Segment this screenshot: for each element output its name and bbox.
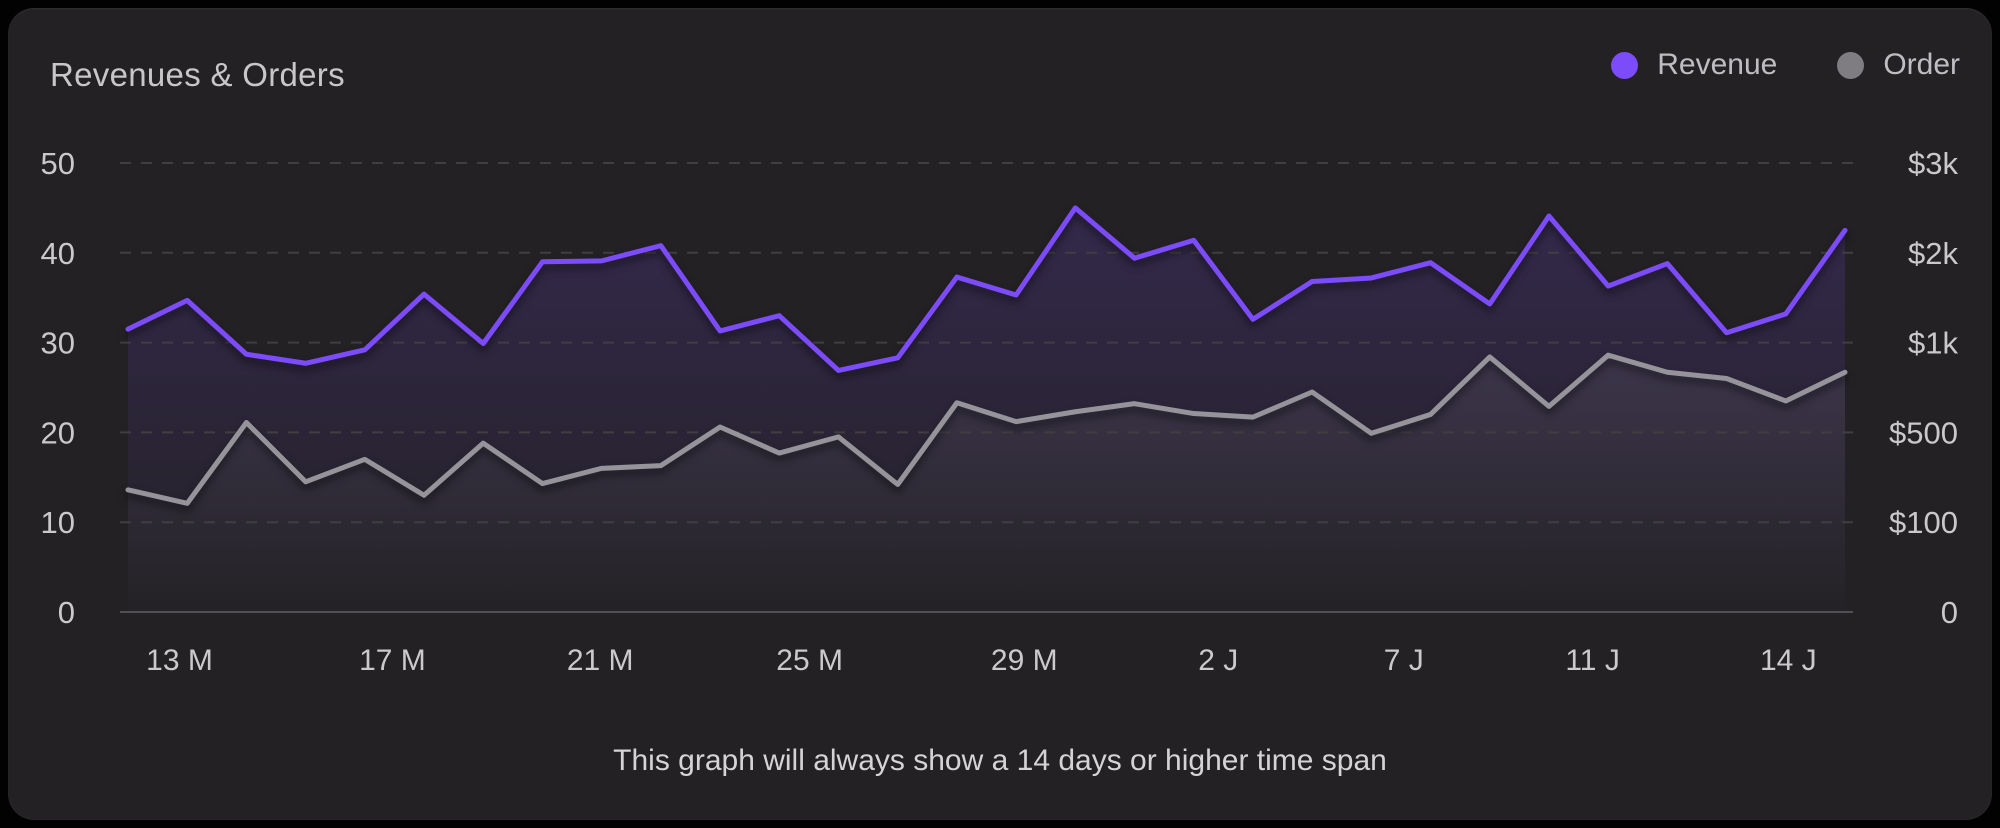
right-axis-label: $100 — [1889, 505, 1958, 540]
x-axis-label: 17 M — [359, 644, 426, 677]
x-axis-label: 11 J — [1565, 644, 1619, 677]
order-dot-icon — [1837, 51, 1865, 79]
right-axis-label: $1k — [1908, 326, 1958, 361]
x-axis-label: 29 M — [991, 644, 1058, 677]
left-axis-label: 30 — [41, 326, 75, 361]
revenue-dot-icon — [1611, 51, 1639, 79]
x-axis-label: 2 J — [1198, 644, 1238, 677]
x-axis-label: 25 M — [776, 644, 843, 677]
left-axis-label: 10 — [41, 505, 75, 540]
revenue-line — [125, 205, 1848, 373]
right-axis-label: $500 — [1889, 415, 1958, 450]
order-line — [125, 352, 1848, 506]
legend-label-order: Order — [1883, 48, 1960, 81]
left-axis-label: 50 — [41, 146, 75, 181]
left-axis-label: 40 — [41, 236, 75, 271]
right-axis-label: $3k — [1908, 146, 1958, 181]
x-axis-label: 21 M — [567, 644, 634, 677]
chart-legend: Revenue Order — [1611, 48, 1960, 82]
legend-item-revenue[interactable]: Revenue — [1611, 48, 1777, 82]
right-axis-label: $2k — [1908, 236, 1958, 271]
right-axis-label: 0 — [1941, 595, 1958, 630]
legend-item-order[interactable]: Order — [1837, 48, 1960, 82]
x-axis-label: 13 M — [146, 644, 213, 677]
x-axis-label: 7 J — [1384, 644, 1424, 677]
x-axis-label: 14 J — [1760, 644, 1817, 677]
chart-note: This graph will always show a 14 days or… — [613, 744, 1387, 777]
left-axis-label: 0 — [58, 595, 75, 630]
legend-label-revenue: Revenue — [1657, 48, 1778, 81]
left-axis-label: 20 — [41, 415, 75, 450]
page-title: Revenues & Orders — [50, 56, 345, 93]
